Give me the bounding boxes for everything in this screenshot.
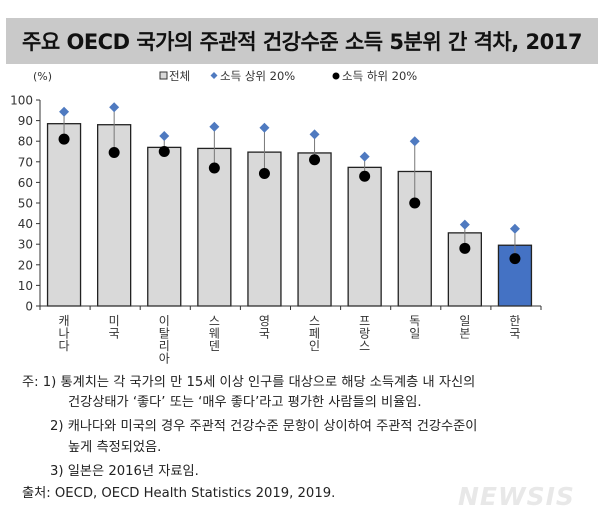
marker-top20-스페인 — [309, 129, 320, 140]
marker-top20-한국 — [509, 223, 520, 234]
x-tick-label-char: 한 — [509, 314, 520, 328]
y-axis-unit-label: (%) — [33, 70, 52, 83]
notes: 주: 1) 통계치는 각 국가의 만 15세 이상 인구를 대상으로 해당 소득… — [22, 372, 477, 504]
marker-bottom20-한국 — [509, 253, 521, 265]
marker-bottom20-영국 — [258, 168, 270, 180]
x-tick-label-char: 스 — [309, 314, 320, 328]
x-tick-label-char: 일 — [409, 327, 420, 341]
x-tick-label-char: 영 — [259, 314, 270, 328]
legend-label-total: 전체 — [169, 69, 190, 83]
marker-top20-독일 — [409, 136, 420, 147]
y-tick-label: 90 — [18, 114, 33, 128]
note-1: 주: 1) 통계치는 각 국가의 만 15세 이상 인구를 대상으로 해당 소득… — [22, 375, 476, 390]
legend-swatch-total — [159, 71, 168, 80]
y-tick-label: 40 — [18, 217, 33, 231]
legend-label-top20: 소득 상위 20% — [220, 69, 295, 83]
x-tick-label-char: 미 — [109, 314, 120, 328]
y-tick-label: 30 — [18, 238, 33, 252]
x-tick-label-char: 프 — [359, 314, 370, 328]
marker-top20-스웨덴 — [209, 121, 220, 132]
marker-bottom20-독일 — [409, 197, 421, 209]
marker-bottom20-일본 — [459, 242, 471, 254]
y-tick-label: 100 — [10, 94, 33, 108]
note-3: 3) 일본은 2016년 자료임. — [50, 464, 199, 479]
x-tick-label-char: 스 — [359, 339, 370, 353]
x-tick-label-char: 나 — [59, 327, 70, 341]
y-tick-label: 60 — [18, 176, 33, 190]
x-tick-label-char: 국 — [509, 327, 520, 341]
note-2: 2) 캐나다와 미국의 경우 주관적 건강수준 문항이 상이하여 주관적 건강수… — [50, 419, 478, 434]
marker-top20-영국 — [259, 122, 270, 133]
marker-bottom20-캐나다 — [58, 133, 70, 145]
bar-스페인 — [297, 152, 332, 307]
marker-top20-미국 — [109, 102, 120, 113]
bar-캐나다 — [46, 123, 82, 307]
marker-top20-캐나다 — [59, 106, 70, 117]
note-1-cont: 건강상태가 ‘좋다’ 또는 ‘매우 좋다’라고 평가한 사람들의 비율임. — [68, 395, 422, 410]
x-tick-label-char: 스 — [209, 314, 220, 328]
chart-title: 주요 OECD 국가의 주관적 건강수준 소득 5분위 간 격차, 2017 — [22, 30, 582, 54]
marker-top20-이탈리아 — [159, 131, 170, 142]
newsis-watermark-logo: NEWSIS — [458, 482, 575, 511]
x-tick-label-char: 아 — [159, 352, 170, 365]
marker-bottom20-미국 — [108, 147, 120, 159]
legend-marker-bottom20 — [332, 72, 340, 80]
x-tick-label-char: 인 — [309, 339, 320, 353]
marker-top20-일본 — [459, 219, 470, 230]
marker-bottom20-이탈리아 — [158, 146, 170, 157]
bar-프랑스 — [347, 166, 382, 307]
bar-이탈리아 — [147, 146, 182, 307]
marker-bottom20-스페인 — [309, 154, 321, 166]
x-tick-label-char: 탈 — [159, 327, 170, 341]
chart: (%) 전체 소득 상위 20% 소득 하위 20% 0 10 20 30 40 50 60 70 80… — [10, 69, 542, 365]
x-tick-label-char: 다 — [59, 339, 70, 353]
x-tick-label-char: 덴 — [209, 339, 220, 353]
title-bar: 주요 OECD 국가의 주관적 건강수준 소득 5분위 간 격차, 2017 — [6, 18, 598, 64]
x-tick-label-char: 국 — [259, 327, 270, 341]
x-tick-label-char: 독 — [409, 314, 420, 328]
x-tick-label-char: 본 — [459, 327, 470, 341]
y-tick-label: 80 — [18, 135, 33, 149]
y-tick-label: 20 — [18, 258, 33, 272]
x-tick-label-char: 국 — [109, 327, 120, 341]
legend-marker-top20 — [210, 72, 218, 79]
x-tick-label-char: 일 — [459, 314, 470, 328]
x-tick-label-char: 페 — [309, 327, 320, 341]
y-tick-label: 10 — [18, 279, 33, 293]
marker-bottom20-프랑스 — [359, 170, 371, 182]
x-tick-label-char: 웨 — [209, 327, 220, 341]
x-tick-label-char: 랑 — [359, 327, 370, 341]
x-tick-label-char: 리 — [159, 339, 170, 353]
marker-bottom20-스웨덴 — [208, 162, 220, 174]
x-tick-label-char: 이 — [159, 314, 170, 328]
marker-top20-프랑스 — [359, 151, 370, 162]
y-tick-label: 50 — [18, 197, 33, 211]
y-tick-label: 70 — [18, 155, 33, 169]
source: 출처: OECD, OECD Health Statistics 2019, 2… — [22, 486, 336, 501]
y-tick-label: 0 — [25, 300, 33, 314]
legend-label-bottom20: 소득 하위 20% — [342, 69, 417, 83]
x-tick-label-char: 캐 — [59, 314, 70, 328]
note-2-cont: 높게 측정되었음. — [68, 440, 162, 455]
bar-스웨덴 — [197, 147, 232, 307]
